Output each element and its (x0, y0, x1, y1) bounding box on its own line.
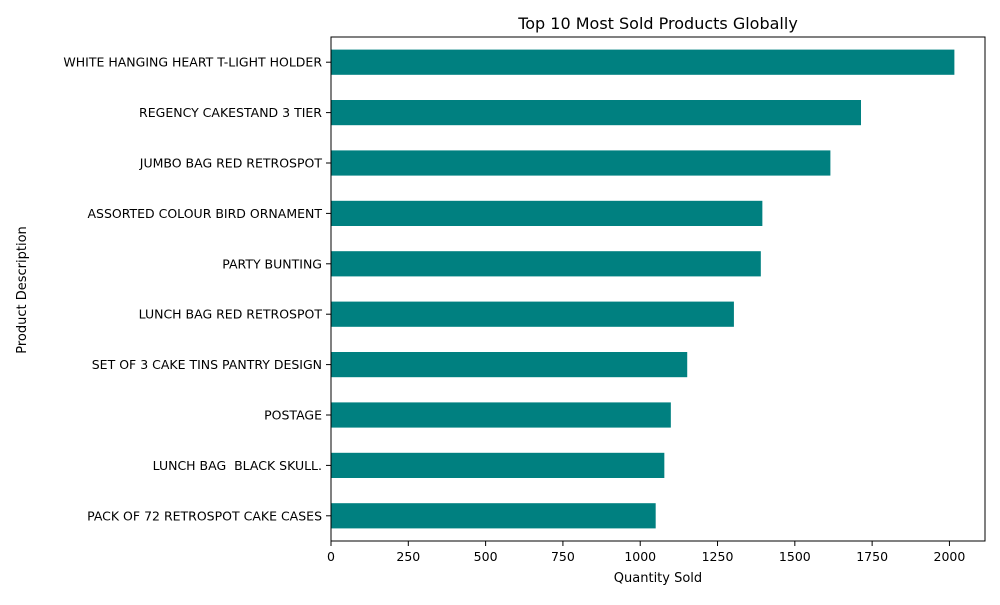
y-tick-label: REGENCY CAKESTAND 3 TIER (139, 105, 322, 120)
x-tick-label: 1000 (624, 549, 656, 564)
y-tick-label: WHITE HANGING HEART T-LIGHT HOLDER (63, 55, 322, 70)
bar (331, 301, 734, 327)
bar (331, 402, 671, 428)
x-axis-label: Quantity Sold (614, 571, 702, 586)
x-tick-label: 500 (474, 549, 498, 564)
bar (331, 200, 763, 226)
x-tick-label: 2000 (934, 549, 966, 564)
axes-frame (330, 36, 986, 542)
y-tick-label: ASSORTED COLOUR BIRD ORNAMENT (87, 206, 322, 221)
bar (331, 100, 862, 126)
y-tick-label: SET OF 3 CAKE TINS PANTRY DESIGN (92, 357, 322, 372)
y-tick-label: JUMBO BAG RED RETROSPOT (139, 156, 323, 171)
bar (331, 352, 688, 378)
x-tick-label: 0 (327, 549, 335, 564)
y-tick-label: PACK OF 72 RETROSPOT CAKE CASES (87, 508, 322, 523)
y-tick-label: LUNCH BAG BLACK SKULL. (153, 458, 322, 473)
axes-spines (330, 36, 986, 542)
y-tick-label: LUNCH BAG RED RETROSPOT (139, 307, 323, 322)
x-tick-label: 1750 (856, 549, 888, 564)
x-tick-label: 750 (551, 549, 575, 564)
x-tick-label: 250 (396, 549, 420, 564)
chart-title: Top 10 Most Sold Products Globally (517, 14, 798, 33)
x-tick-label: 1250 (702, 549, 734, 564)
y-axis-label: Product Description (15, 226, 30, 354)
bar (331, 150, 831, 176)
bar (331, 452, 665, 478)
x-ticks-group: 0 250 500 750 1000 1250 1500 1750 2000 (327, 541, 965, 564)
y-tick-labels: WHITE HANGING HEART T-LIGHT HOLDER REGENC… (63, 55, 331, 523)
bar (331, 503, 656, 529)
y-tick-label: PARTY BUNTING (222, 256, 322, 271)
bars-group (331, 49, 955, 529)
bar (331, 49, 955, 75)
y-tick-label: POSTAGE (264, 408, 322, 423)
x-tick-label: 1500 (779, 549, 811, 564)
bar (331, 251, 761, 277)
